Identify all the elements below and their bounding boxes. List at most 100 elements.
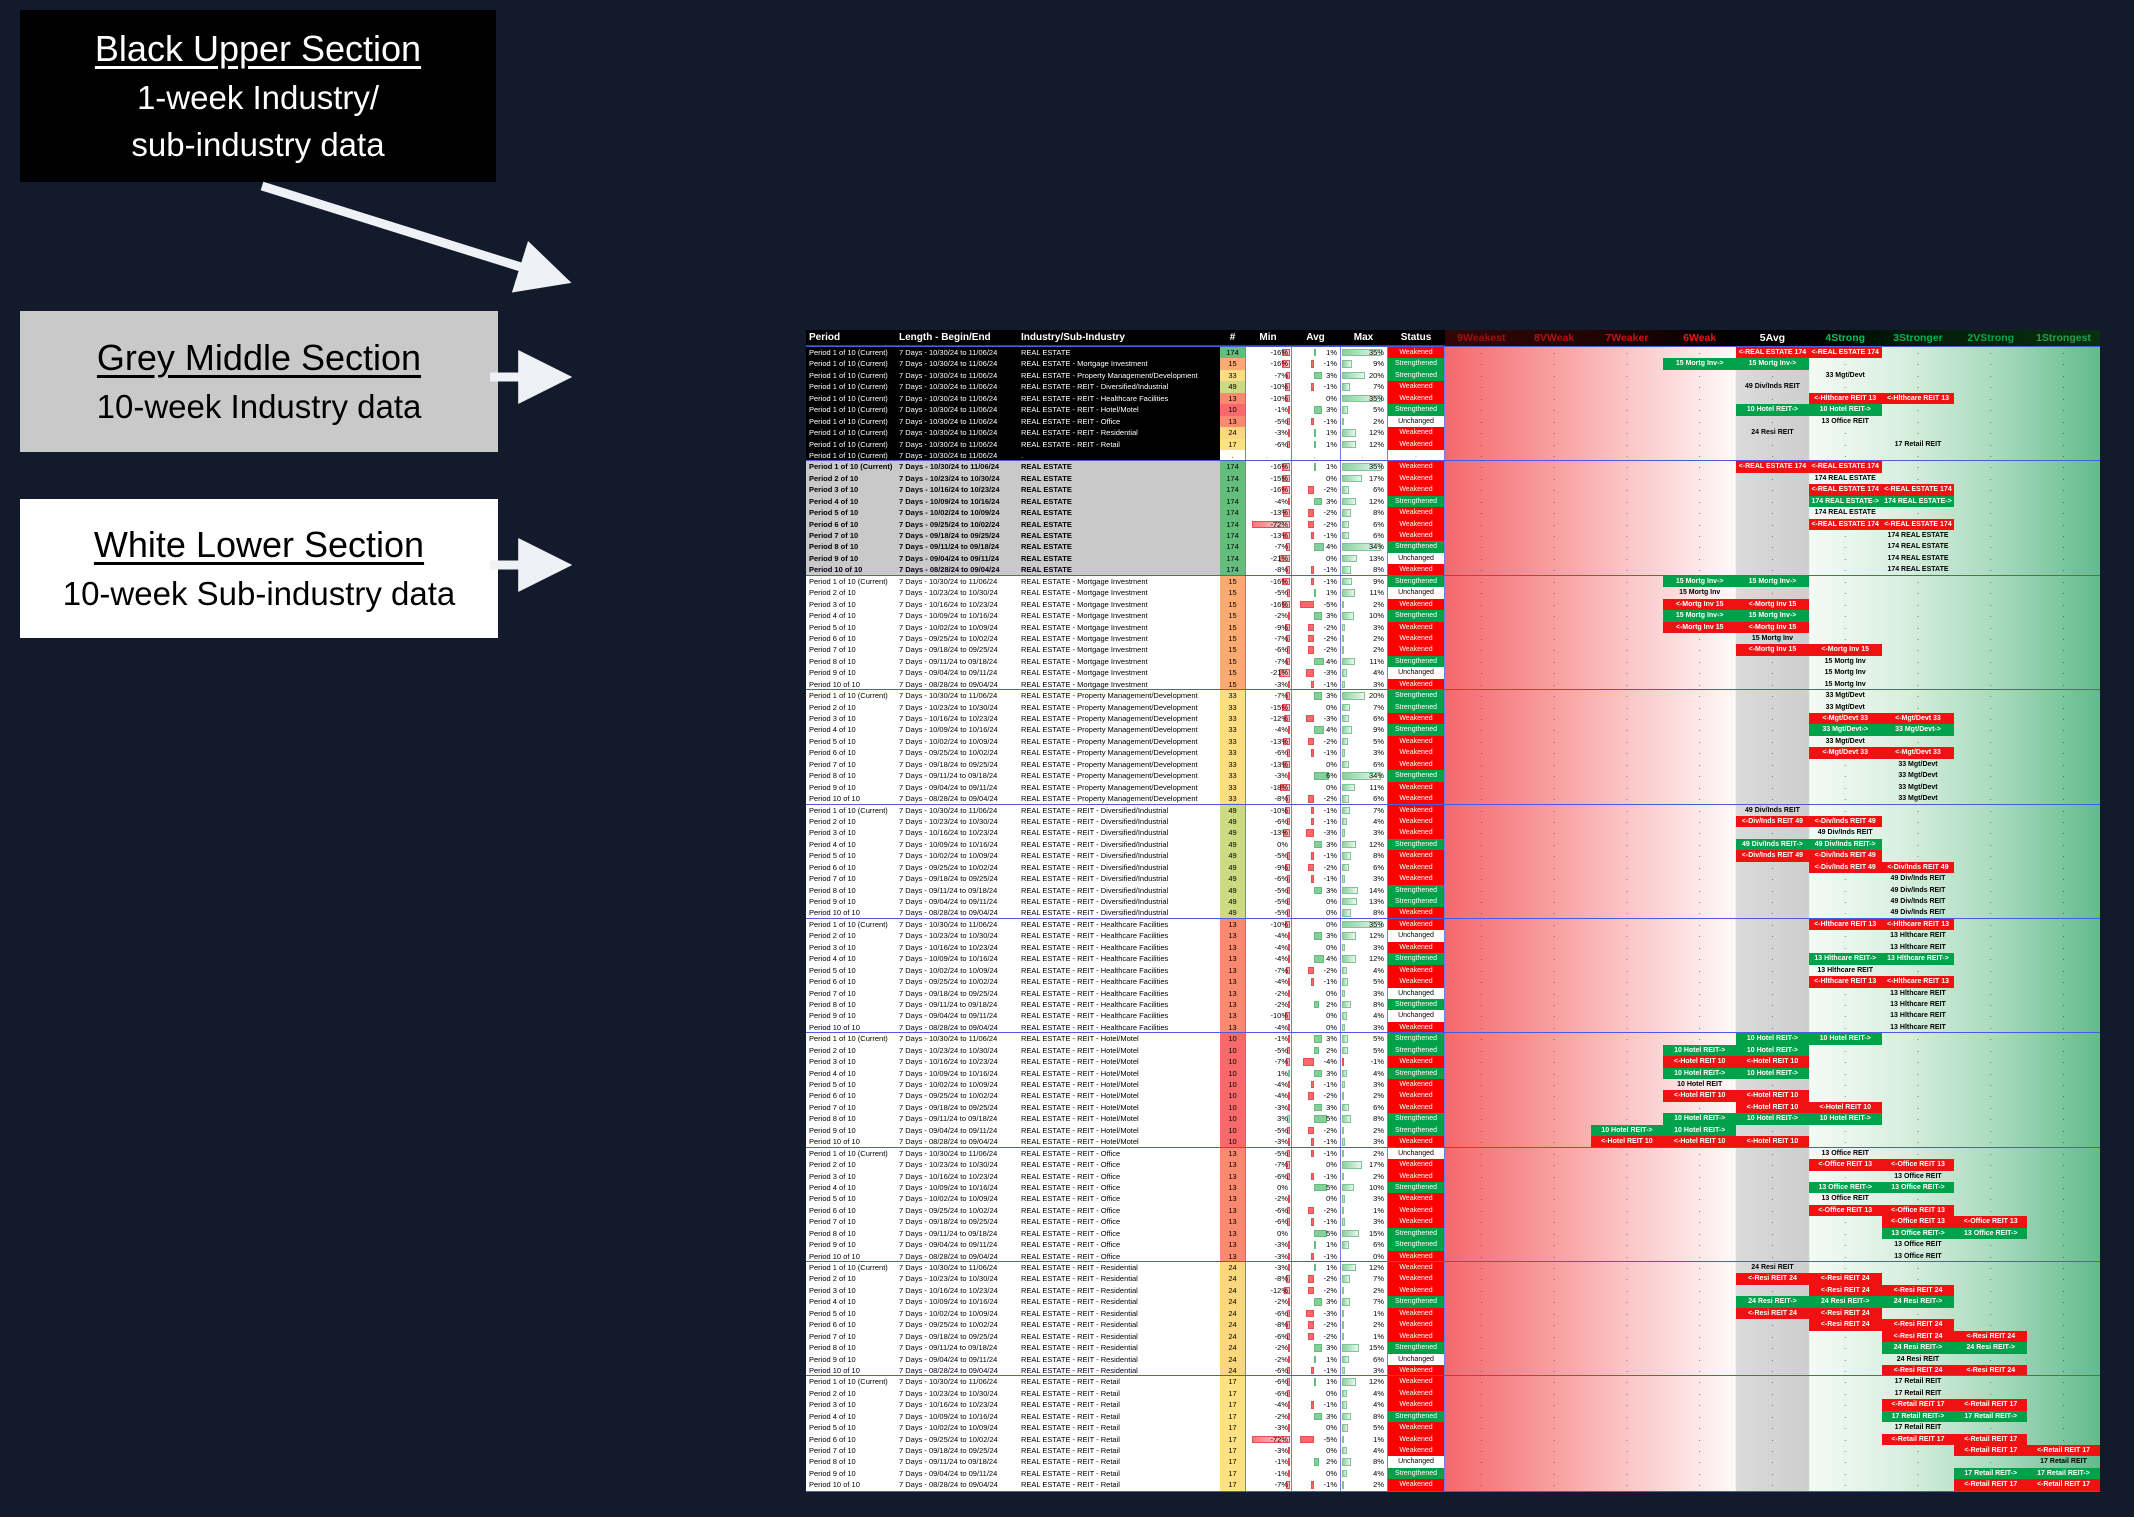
cell-status[interactable]: Unchanged (1387, 667, 1445, 679)
heatmap-cell[interactable]: . (2062, 1149, 2065, 1157)
heatmap-cell[interactable]: 15 Mortg Inv (1736, 633, 1809, 644)
heatmap-cell[interactable]: . (1625, 1447, 1628, 1454)
cell-industry[interactable]: REAL ESTATE - Mortgage Investment (1018, 632, 1220, 645)
heatmap-cell[interactable]: . (1771, 1412, 1774, 1420)
cell-avg[interactable]: -1% (1291, 358, 1340, 370)
heatmap-cell[interactable]: . (1480, 1469, 1483, 1477)
heatmap-cell[interactable]: . (1989, 497, 1992, 505)
cell-count[interactable]: 49 (1220, 850, 1245, 862)
cell-industry[interactable]: REAL ESTATE - REIT - Diversified/Industr… (1018, 907, 1220, 919)
heatmap-cell[interactable]: <-Mortg Inv 15 (1736, 621, 1809, 633)
heatmap-cell[interactable]: . (1625, 1458, 1628, 1466)
heatmap-cell[interactable]: . (1480, 383, 1483, 391)
cell-min[interactable]: -13% (1245, 827, 1291, 839)
heatmap-cell[interactable]: . (1553, 955, 1556, 963)
heatmap-cell[interactable]: . (1553, 1069, 1556, 1077)
heatmap-cell[interactable]: . (1989, 612, 1992, 620)
heatmap-cell[interactable]: . (1553, 1183, 1556, 1191)
heatmap-cell[interactable]: . (2062, 806, 2065, 814)
cell-status[interactable]: Unchanged (1387, 1147, 1445, 1160)
heatmap-cell[interactable]: . (1625, 1046, 1628, 1054)
cell-min[interactable]: -5% (1245, 850, 1291, 862)
cell-status[interactable]: Weakened (1387, 793, 1445, 805)
cell-avg[interactable]: -2% (1291, 793, 1340, 805)
column-header-1strongest[interactable]: 1Strongest (2036, 332, 2091, 344)
heatmap-cell[interactable]: . (2062, 703, 2065, 711)
heatmap-cell[interactable]: 24 Resi REIT (1736, 1262, 1809, 1273)
cell-length[interactable]: 7 Days - 09/04/24 to 09/11/24 (896, 1239, 1018, 1251)
cell-avg[interactable]: . (1291, 449, 1340, 462)
cell-avg[interactable]: 0% (1291, 896, 1340, 908)
cell-avg[interactable]: 0% (1291, 1010, 1340, 1022)
column-header-period[interactable]: Period (809, 332, 841, 343)
cell-industry[interactable]: REAL ESTATE - REIT - Retail (1018, 1445, 1220, 1457)
cell-industry[interactable]: REAL ESTATE - REIT - Healthcare Faciliti… (1018, 953, 1220, 965)
cell-avg[interactable]: 4% (1291, 953, 1340, 965)
cell-max[interactable]: 2% (1340, 415, 1387, 428)
heatmap-cell[interactable]: . (1625, 692, 1628, 700)
heatmap-cell[interactable]: . (1771, 1366, 1774, 1374)
heatmap-cell[interactable]: . (1625, 1195, 1628, 1203)
heatmap-cell[interactable]: . (1625, 554, 1628, 562)
heatmap-cell[interactable]: . (1553, 1309, 1556, 1317)
cell-industry[interactable]: REAL ESTATE - Mortgage Investment (1018, 667, 1220, 679)
heatmap-cell[interactable]: . (2062, 1401, 2065, 1409)
heatmap-cell[interactable]: <-Resi REIT 24 (1881, 1330, 1955, 1343)
cell-industry[interactable]: REAL ESTATE - Property Management/Develo… (1018, 781, 1220, 794)
cell-industry[interactable]: REAL ESTATE - REIT - Office (1018, 1147, 1220, 1160)
cell-avg[interactable]: 4% (1291, 724, 1340, 736)
heatmap-cell[interactable]: . (1989, 692, 1992, 700)
heatmap-cell[interactable]: . (1553, 1046, 1556, 1054)
heatmap-cell[interactable]: . (1771, 955, 1774, 963)
heatmap-cell[interactable]: . (1989, 1012, 1992, 1020)
heatmap-cell[interactable]: . (1625, 646, 1628, 654)
cell-status[interactable]: Strengthened (1387, 1410, 1445, 1423)
cell-min[interactable]: -7% (1245, 632, 1291, 645)
cell-period[interactable]: Period 4 of 10 (806, 610, 896, 622)
cell-max[interactable]: 2% (1340, 1479, 1387, 1491)
cell-period[interactable]: Period 3 of 10 (806, 1284, 896, 1297)
cell-industry[interactable]: . (1018, 449, 1220, 462)
cell-length[interactable]: 7 Days - 10/30/24 to 11/06/24 (896, 1147, 1018, 1160)
heatmap-cell[interactable]: . (1553, 1447, 1556, 1454)
heatmap-cell[interactable]: 17 Retail REIT (1882, 1376, 1955, 1387)
heatmap-cell[interactable]: . (2062, 554, 2065, 562)
heatmap-cell[interactable]: . (1698, 920, 1701, 928)
heatmap-cell[interactable]: . (1480, 1012, 1483, 1020)
heatmap-cell[interactable]: . (1917, 406, 1919, 414)
heatmap-cell[interactable]: . (1480, 1183, 1483, 1191)
cell-status[interactable]: Strengthened (1387, 1044, 1445, 1057)
cell-count[interactable]: 17 (1220, 1467, 1245, 1480)
heatmap-cell[interactable]: . (1989, 1161, 1992, 1169)
heatmap-cell[interactable]: . (1698, 371, 1701, 379)
heatmap-cell[interactable]: . (1553, 1012, 1556, 1020)
heatmap-cell[interactable]: . (1989, 474, 1992, 482)
heatmap-cell[interactable]: . (1844, 1412, 1847, 1420)
heatmap-cell[interactable]: . (1553, 612, 1556, 620)
cell-min[interactable]: -10% (1245, 381, 1291, 393)
heatmap-cell[interactable]: . (2062, 646, 2065, 654)
cell-status[interactable]: Weakened (1387, 1262, 1445, 1274)
cell-count[interactable]: 24 (1220, 1342, 1245, 1354)
cell-min[interactable]: 0% (1245, 1181, 1291, 1194)
heatmap-cell[interactable]: . (1917, 1275, 1919, 1283)
heatmap-cell[interactable]: . (2062, 1023, 2065, 1031)
cell-industry[interactable]: REAL ESTATE - REIT - Residential (1018, 1330, 1220, 1343)
heatmap-cell[interactable]: 15 Mortg Inv-> (1663, 575, 1737, 588)
cell-count[interactable]: 13 (1220, 1147, 1245, 1160)
cell-industry[interactable]: REAL ESTATE - Property Management/Develo… (1018, 770, 1220, 782)
cell-max[interactable]: . (1340, 449, 1387, 462)
heatmap-cell[interactable]: . (2062, 932, 2065, 940)
heatmap-cell[interactable]: 24 Resi REIT (1882, 1354, 1955, 1365)
heatmap-cell[interactable]: . (1480, 920, 1483, 928)
heatmap-cell[interactable]: . (1844, 1241, 1847, 1249)
heatmap-cell[interactable]: . (1480, 886, 1483, 894)
cell-industry[interactable]: REAL ESTATE - REIT - Office (1018, 1204, 1220, 1217)
cell-count[interactable]: 13 (1220, 1159, 1245, 1171)
cell-status[interactable]: Weakened (1387, 1101, 1445, 1114)
heatmap-cell[interactable]: . (1480, 760, 1483, 768)
cell-avg[interactable]: 4% (1291, 655, 1340, 668)
heatmap-cell[interactable]: . (1480, 1195, 1483, 1203)
cell-length[interactable]: 7 Days - 09/25/24 to 10/02/24 (896, 1090, 1018, 1102)
cell-industry[interactable]: REAL ESTATE - Property Management/Develo… (1018, 713, 1220, 725)
